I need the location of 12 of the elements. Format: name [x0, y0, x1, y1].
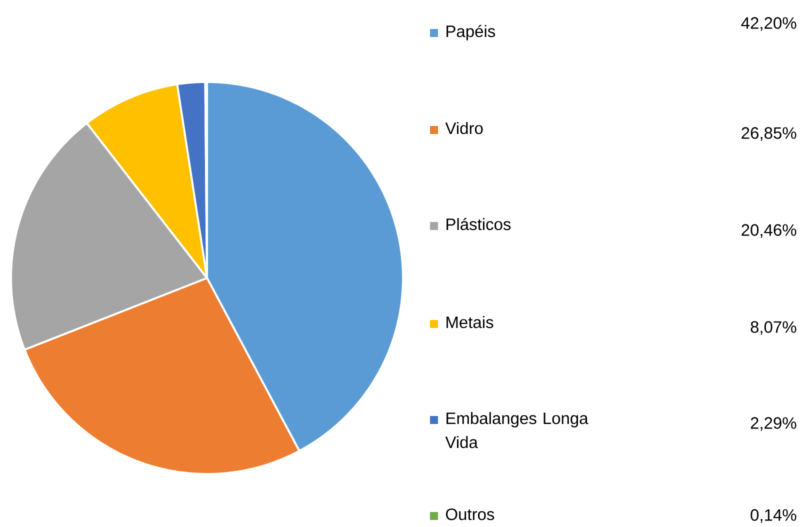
data-label: 2,29% [750, 417, 796, 431]
data-label: 42,20% [741, 17, 796, 31]
legend-label: Papéis [446, 24, 496, 40]
data-label: 26,85% [742, 127, 796, 141]
legend-label: Embalanges Longa Vida [445, 412, 588, 448]
data-label: 0,14% [750, 509, 796, 523]
legend-label: Metais [446, 316, 494, 328]
legend-label: Outros [446, 508, 494, 520]
data-label: 8,07% [750, 321, 796, 335]
legend-label: Plásticos [446, 218, 511, 230]
data-label: 20,46% [742, 224, 796, 238]
legend-label: Vidro [445, 122, 483, 134]
